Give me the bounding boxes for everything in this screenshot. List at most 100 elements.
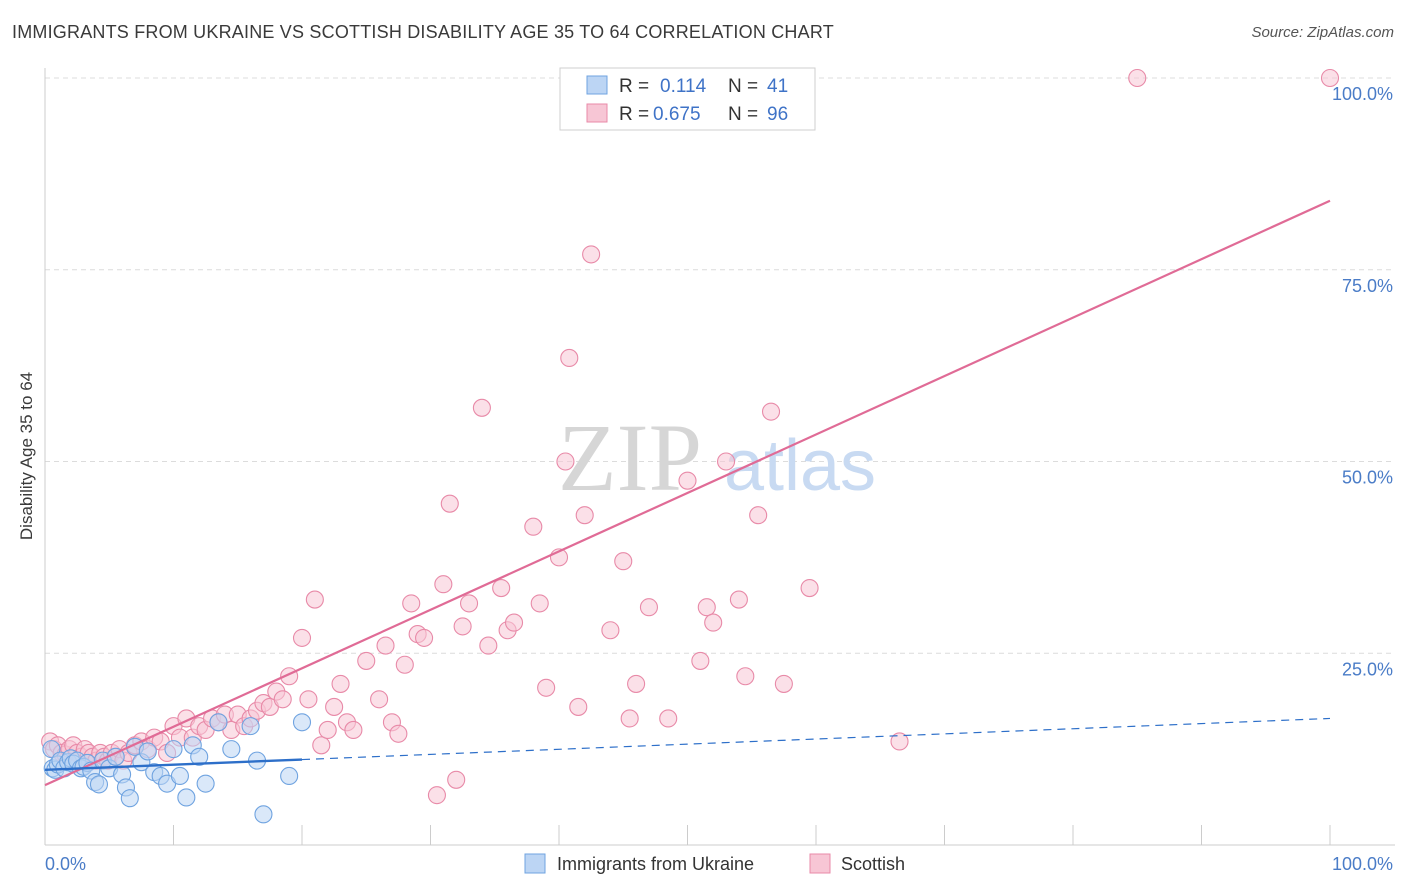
source-label: Source: ZipAtlas.com: [1251, 24, 1394, 41]
ukraine-point: [177, 788, 196, 807]
scottish-point: [459, 594, 479, 613]
scottish-point: [389, 724, 408, 743]
scottish-point: [325, 697, 344, 716]
y-axis-title: Disability Age 35 to 64: [17, 372, 36, 540]
scottish-point: [560, 348, 579, 368]
scottish-point: [357, 651, 376, 670]
legend-r-label-1: R =: [619, 76, 649, 97]
scottish-point: [537, 678, 556, 697]
legend-r-value-2: 0.675: [653, 104, 701, 125]
y-tick-label: 25.0%: [1342, 659, 1393, 679]
legend-n-label-2: N =: [728, 104, 758, 125]
axes: [44, 68, 1395, 846]
scottish-point: [447, 770, 466, 789]
scottish-point: [749, 506, 768, 525]
scottish-point: [318, 720, 337, 740]
scottish-point: [1320, 68, 1340, 88]
ukraine-point: [241, 717, 260, 736]
tick-labels: 25.0% 50.0% 75.0% 100.0% 0.0% 100.0%: [45, 84, 1393, 874]
scottish-point: [402, 594, 421, 613]
legend-swatch-blue: [586, 75, 608, 95]
legend-box: R = 0.114 N = 41 R = 0.675 N = 96: [559, 67, 816, 131]
ukraine-point: [209, 713, 228, 732]
scottish-point: [299, 690, 318, 709]
scottish-point: [344, 720, 363, 740]
scottish-point: [704, 613, 723, 632]
scottish-point: [575, 506, 594, 525]
scottish-point: [736, 667, 755, 686]
scottish-point: [761, 402, 781, 421]
scottish-point: [376, 636, 395, 655]
scottish-point: [614, 552, 633, 571]
scottish-point: [890, 732, 909, 751]
legend-n-label-1: N =: [728, 76, 758, 97]
legend-swatch-pink: [586, 103, 608, 123]
trend-lines: [44, 199, 1331, 787]
scottish-point: [427, 786, 446, 805]
y-tick-label: 100.0%: [1332, 84, 1393, 104]
scottish-point: [601, 621, 620, 640]
scottish-point: [774, 674, 793, 693]
scottish-point: [292, 628, 312, 647]
scottish-point: [415, 628, 434, 647]
scottish-point: [273, 690, 292, 709]
ukraine-point: [190, 747, 209, 766]
scottish-point: [312, 736, 331, 755]
bottom-legend-swatch-pink: [809, 853, 831, 874]
x-tick-label-min: 0.0%: [45, 854, 86, 874]
scottish-point: [800, 579, 819, 598]
scottish-point: [492, 579, 511, 598]
scottish-point: [453, 617, 472, 636]
legend-r-value-1: 0.114: [660, 76, 707, 97]
scottish-point: [716, 452, 736, 471]
ukraine-point: [120, 789, 139, 808]
scottish-point: [331, 674, 350, 693]
ukraine-point: [222, 740, 241, 759]
scottish-point: [659, 709, 678, 728]
chart-title: IMMIGRANTS FROM UKRAINE VS SCOTTISH DISA…: [12, 22, 834, 42]
ukraine-point: [196, 774, 215, 793]
scottish-point: [434, 575, 453, 594]
scottish-point: [395, 655, 414, 674]
scottish-point: [524, 517, 543, 536]
legend-r-label-2: R =: [619, 104, 649, 125]
scottish-point: [530, 594, 549, 613]
scottish-point: [691, 651, 710, 670]
watermark-zip: ZIP: [558, 404, 702, 511]
scottish-point: [370, 690, 389, 709]
scottish-point: [627, 674, 646, 693]
ukraine-point: [280, 766, 299, 786]
scottish-point: [472, 398, 491, 417]
grid-lines: [45, 77, 1395, 654]
bottom-legend-swatch-blue: [524, 853, 546, 874]
scottish-point: [569, 697, 588, 716]
scottish-point: [479, 636, 498, 655]
x-tick-label-max: 100.0%: [1332, 854, 1393, 874]
ukraine-point: [292, 713, 312, 732]
watermark: ZIP atlas: [558, 404, 876, 511]
scottish-point: [440, 494, 459, 513]
ukraine-trend-line-projection: [301, 717, 1331, 761]
scottish-point: [582, 245, 601, 264]
bottom-legend-ukraine: Immigrants from Ukraine: [557, 854, 754, 874]
y-tick-label: 75.0%: [1342, 276, 1393, 296]
scottish-point: [729, 590, 748, 609]
ukraine-point: [138, 742, 157, 761]
scottish-point: [504, 613, 524, 632]
bottom-legend: Immigrants from Ukraine Scottish: [524, 853, 905, 874]
ukraine-point: [254, 805, 273, 824]
legend-n-value-1: 41: [767, 76, 788, 97]
legend-n-value-2: 96: [767, 104, 788, 125]
ukraine-point: [164, 740, 183, 759]
scottish-point: [620, 709, 639, 728]
ukraine-point: [170, 766, 189, 786]
ukraine-trend-line: [44, 758, 303, 772]
ukraine-point: [89, 775, 109, 794]
scottish-point: [639, 598, 659, 617]
scottish-point: [556, 452, 575, 471]
scottish-point: [305, 590, 324, 609]
y-tick-label: 50.0%: [1342, 468, 1393, 488]
scottish-point: [678, 471, 697, 490]
scottish-points: [41, 68, 1340, 805]
